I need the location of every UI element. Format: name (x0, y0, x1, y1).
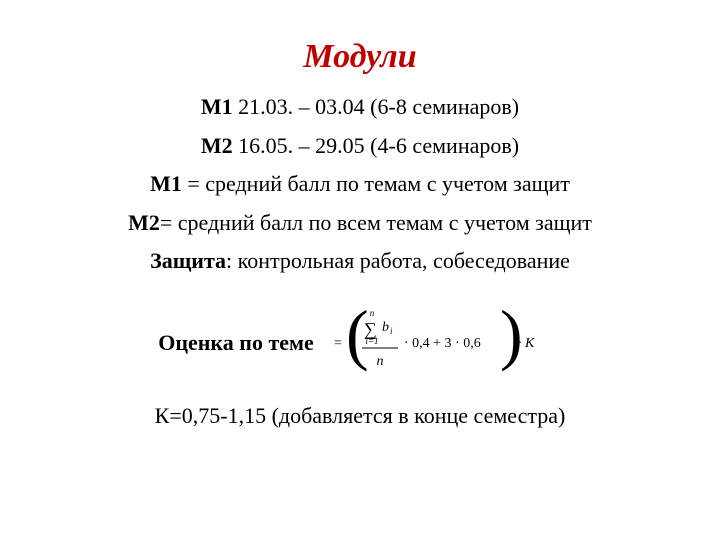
footnote: К=0,75-1,15 (добавляется в конце семестр… (0, 403, 720, 429)
line-rest: 16.05. – 29.05 (4-6 семинаров) (233, 133, 519, 158)
line-bold: М2 (201, 133, 233, 158)
line-m1-dates: М1 21.03. – 03.04 (6-8 семинаров) (0, 88, 720, 127)
sum-body-sub: i (390, 326, 393, 336)
denominator: n (376, 354, 383, 369)
line-zashita: Защита: контрольная работа, собеседовани… (0, 242, 720, 281)
eq-sign: = (334, 336, 342, 351)
sum-upper: n (370, 308, 375, 318)
line-m2-dates: М2 16.05. – 29.05 (4-6 семинаров) (0, 127, 720, 166)
line-m2-def: М2= средний балл по всем темам с учетом … (0, 204, 720, 243)
after2: · K (518, 336, 535, 351)
sum-body: b (382, 320, 389, 335)
after1: · 0,4 + 3 · 0,6 (404, 336, 481, 351)
formula-row: Оценка по теме = ( n ∑ i=1 b i n · 0,4 +… (0, 303, 720, 383)
line-m1-def: М1 = средний балл по темам с учетом защи… (0, 165, 720, 204)
line-bold: М1 (150, 171, 182, 196)
line-bold: М1 (201, 94, 233, 119)
line-rest: 21.03. – 03.04 (6-8 семинаров) (233, 94, 519, 119)
line-rest: : контрольная работа, собеседование (226, 248, 570, 273)
sum-lower: i=1 (365, 336, 378, 346)
page-title: Модули (0, 0, 720, 88)
line-rest: = средний балл по темам с учетом защит (182, 171, 570, 196)
formula-svg: = ( n ∑ i=1 b i n · 0,4 + 3 · 0,6 ) · K (332, 303, 562, 383)
line-bold: Защита (150, 248, 226, 273)
line-bold: М2 (128, 210, 160, 235)
formula-label: Оценка по теме (158, 330, 314, 356)
content-lines: М1 21.03. – 03.04 (6-8 семинаров) М2 16.… (0, 88, 720, 281)
line-rest: = средний балл по всем темам с учетом за… (160, 210, 592, 235)
